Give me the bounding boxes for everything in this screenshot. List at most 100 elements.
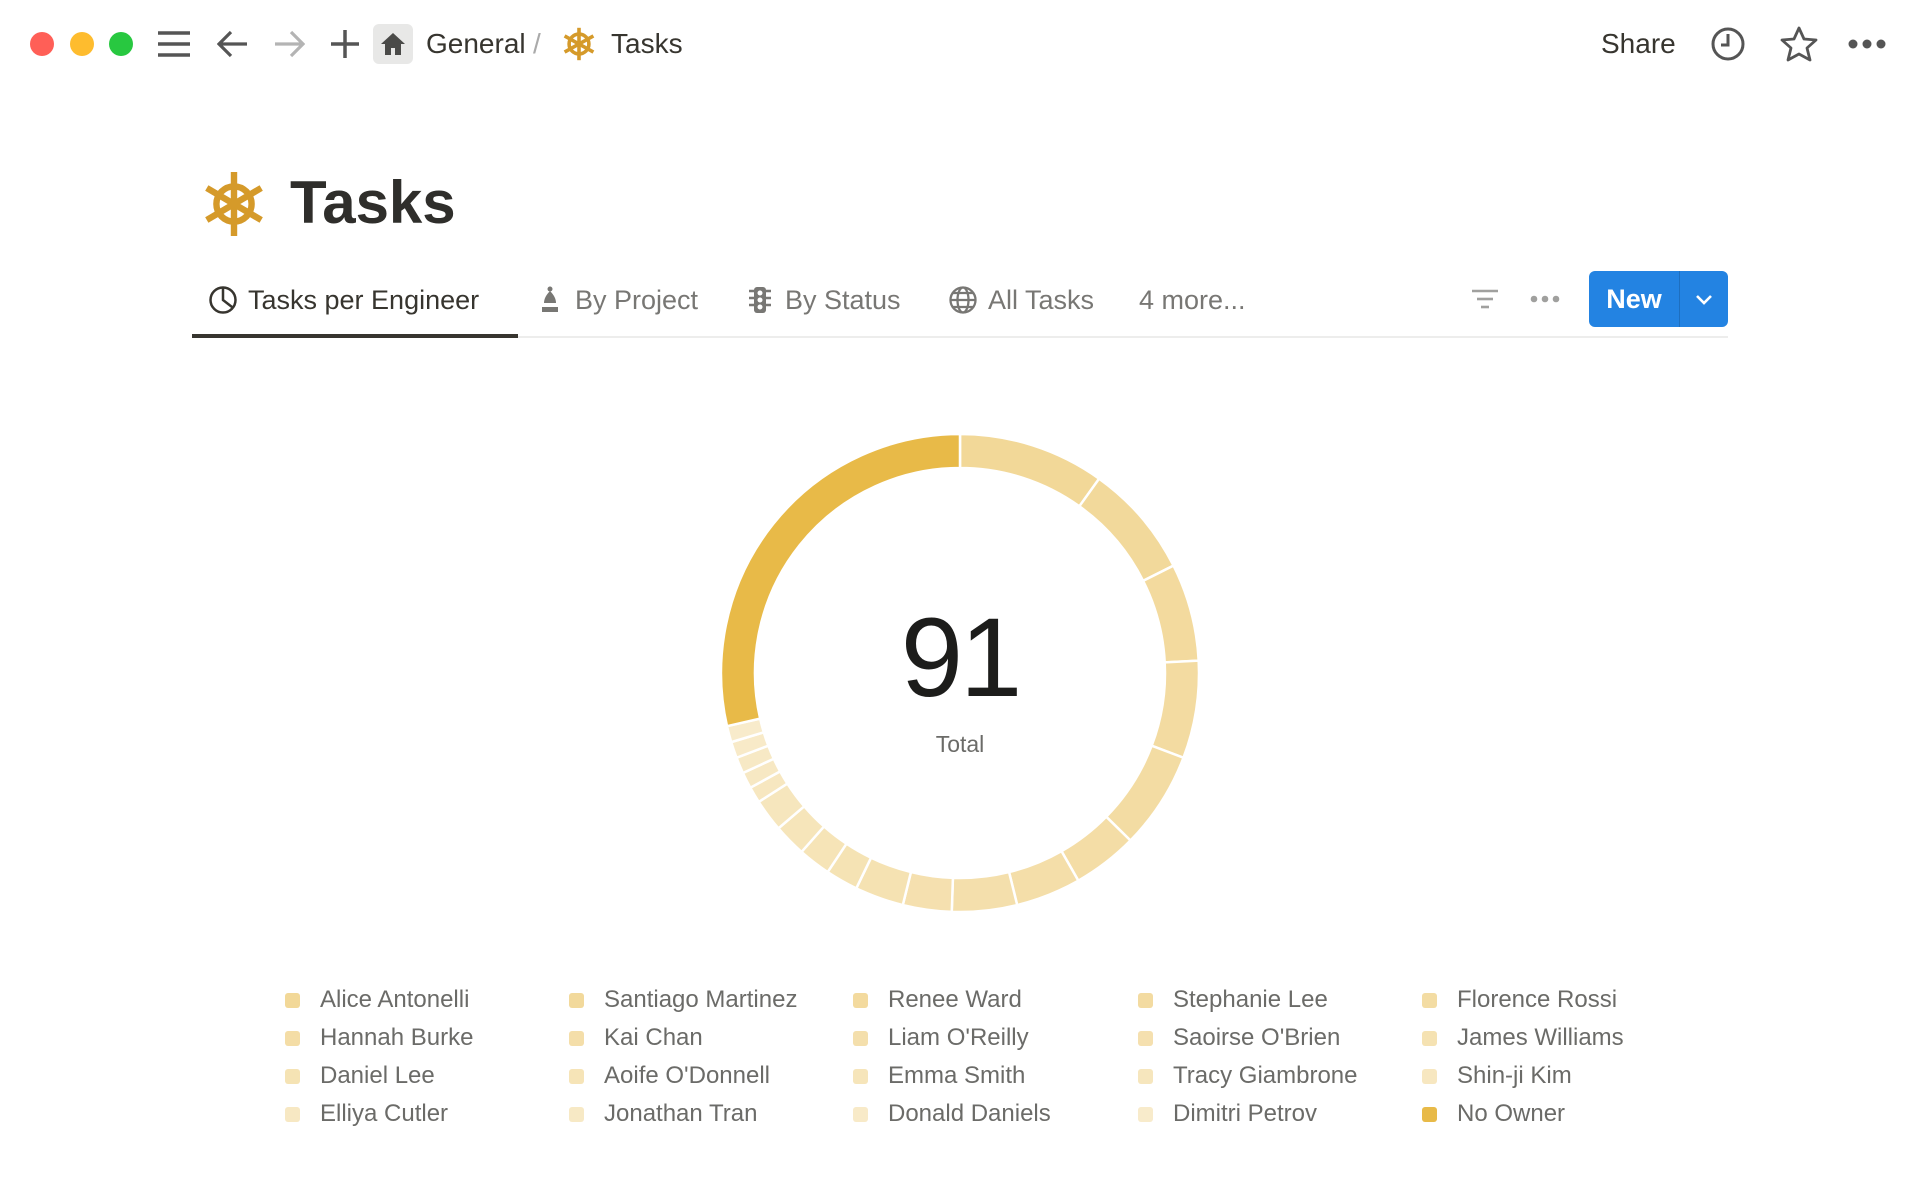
legend-swatch — [853, 1068, 868, 1084]
legend-label: Kai Chan — [604, 1024, 703, 1051]
legend-label: Donald Daniels — [888, 1100, 1051, 1127]
legend-item[interactable]: Elliya Cutler — [285, 1099, 448, 1129]
sidebar-menu-icon[interactable] — [154, 24, 194, 64]
share-button[interactable]: Share — [1601, 28, 1676, 59]
legend-swatch — [1422, 992, 1437, 1008]
donut-slice[interactable] — [1104, 744, 1186, 843]
donut-slice[interactable] — [1077, 476, 1176, 583]
legend-swatch — [569, 1068, 584, 1084]
legend-label: No Owner — [1457, 1100, 1566, 1127]
tab-label: By Status — [785, 284, 901, 315]
chart-total-label: Total — [935, 731, 985, 757]
legend-label: Liam O'Reilly — [888, 1024, 1029, 1051]
legend-swatch — [285, 1068, 300, 1084]
tab-by-status[interactable]: By Status — [745, 280, 901, 320]
breadcrumb-separator: / — [533, 28, 541, 59]
new-dropdown-button[interactable] — [1679, 271, 1728, 327]
legend-item[interactable]: Santiago Martinez — [569, 985, 797, 1015]
breadcrumb-general[interactable]: General — [426, 28, 526, 59]
legend-item[interactable]: Alice Antonelli — [285, 985, 469, 1015]
legend-item[interactable]: Saoirse O'Brien — [1138, 1023, 1340, 1053]
legend-label: Emma Smith — [888, 1062, 1026, 1089]
new-button-group: New — [1589, 271, 1728, 327]
home-icon[interactable] — [373, 24, 413, 64]
zoom-window-button[interactable] — [109, 32, 133, 56]
legend-item[interactable]: Aoife O'Donnell — [569, 1061, 770, 1091]
tab-more-views[interactable]: 4 more... — [1139, 280, 1246, 320]
donut-slice[interactable] — [1150, 659, 1201, 760]
legend-item[interactable]: Liam O'Reilly — [853, 1023, 1029, 1053]
page-icon[interactable] — [202, 170, 266, 238]
tab-tasks-per-engineer[interactable]: Tasks per Engineer — [208, 280, 479, 320]
legend-label: James Williams — [1457, 1024, 1624, 1051]
favorite-star-icon[interactable] — [1779, 24, 1819, 64]
legend-item[interactable]: James Williams — [1422, 1023, 1624, 1053]
legend-label: Stephanie Lee — [1173, 986, 1328, 1013]
legend-label: Santiago Martinez — [604, 986, 798, 1013]
legend-label: Elliya Cutler — [320, 1100, 449, 1127]
legend-swatch — [285, 992, 300, 1008]
legend-label: Saoirse O'Brien — [1173, 1024, 1341, 1051]
view-options-icon[interactable] — [1530, 292, 1560, 306]
tab-all-tasks[interactable]: All Tasks — [948, 280, 1094, 320]
legend-swatch — [569, 1030, 584, 1046]
legend-item[interactable]: Daniel Lee — [285, 1061, 435, 1091]
legend-label: Daniel Lee — [320, 1062, 435, 1089]
back-arrow-icon[interactable] — [213, 24, 253, 64]
tabs-divider — [192, 336, 1728, 338]
add-page-icon[interactable] — [325, 24, 365, 64]
donut-slice[interactable] — [719, 432, 962, 728]
legend-item[interactable]: Jonathan Tran — [569, 1099, 757, 1129]
legend-swatch — [285, 1030, 300, 1046]
close-window-button[interactable] — [30, 32, 54, 56]
tab-label: All Tasks — [988, 284, 1095, 315]
legend-item[interactable]: Stephanie Lee — [1138, 985, 1328, 1015]
donut-slice[interactable] — [950, 870, 1019, 914]
legend-swatch — [1138, 1106, 1153, 1122]
legend-label: Dimitri Petrov — [1173, 1100, 1318, 1127]
forward-arrow-icon[interactable] — [269, 24, 309, 64]
legend-item[interactable]: Florence Rossi — [1422, 985, 1617, 1015]
breadcrumb-tasks[interactable]: Tasks — [611, 28, 683, 59]
filter-icon[interactable] — [1470, 286, 1500, 312]
tab-by-project[interactable]: By Project — [535, 280, 698, 320]
page-title[interactable]: Tasks — [290, 169, 456, 236]
legend-item[interactable]: Dimitri Petrov — [1138, 1099, 1317, 1129]
globe-icon — [949, 286, 977, 314]
donut-slice[interactable] — [958, 432, 1101, 509]
legend-item[interactable]: Tracy Giambrone — [1138, 1061, 1358, 1091]
more-options-icon[interactable] — [1847, 24, 1887, 64]
tab-label: By Project — [575, 284, 699, 315]
new-button[interactable]: New — [1606, 283, 1662, 314]
legend-item[interactable]: Renee Ward — [853, 985, 1022, 1015]
legend-label: Hannah Burke — [320, 1024, 474, 1051]
legend-item[interactable]: No Owner — [1422, 1099, 1565, 1129]
legend-item[interactable]: Emma Smith — [853, 1061, 1025, 1091]
legend-item[interactable]: Hannah Burke — [285, 1023, 473, 1053]
donut-slice[interactable] — [1141, 563, 1200, 664]
legend-swatch — [853, 992, 868, 1008]
legend-item[interactable]: Donald Daniels — [853, 1099, 1051, 1129]
legend-swatch — [853, 1030, 868, 1046]
history-clock-icon[interactable] — [1708, 24, 1748, 64]
active-tab-indicator — [192, 334, 518, 338]
legend-swatch — [569, 992, 584, 1008]
legend-swatch — [1138, 992, 1153, 1008]
tab-label: Tasks per Engineer — [248, 284, 480, 315]
legend-item[interactable]: Shin-ji Kim — [1422, 1061, 1572, 1091]
donut-chart — [719, 432, 1201, 914]
minimize-window-button[interactable] — [70, 32, 94, 56]
legend-item[interactable]: Kai Chan — [569, 1023, 703, 1053]
legend-label: Renee Ward — [888, 986, 1022, 1013]
chart-total-value: 91 — [900, 595, 1023, 720]
traffic-light-icon — [749, 287, 771, 313]
legend-swatch — [1422, 1030, 1437, 1046]
legend-label: Alice Antonelli — [320, 986, 470, 1013]
legend-label: Florence Rossi — [1457, 986, 1618, 1013]
legend-swatch — [1138, 1068, 1153, 1084]
legend-swatch — [569, 1106, 584, 1122]
legend-label: Aoife O'Donnell — [604, 1062, 771, 1089]
legend-label: Tracy Giambrone — [1173, 1062, 1358, 1089]
legend-swatch — [1422, 1106, 1437, 1122]
ship-wheel-icon — [561, 26, 597, 62]
